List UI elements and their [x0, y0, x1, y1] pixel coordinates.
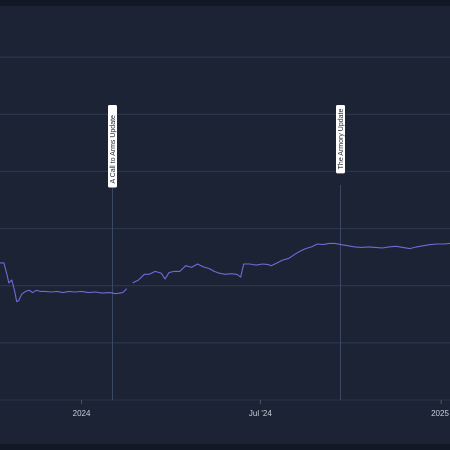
chart-bottom-border — [0, 444, 450, 450]
annotation-marker: The Armory Update — [336, 105, 345, 174]
annotation-label: The Armory Update — [338, 109, 345, 170]
annotation-label: A Call to Arms Update — [110, 115, 117, 184]
series-line — [0, 262, 128, 303]
annotation-label-box — [108, 105, 117, 188]
x-tick-label: 2024 — [73, 409, 91, 418]
series-layer — [0, 242, 450, 303]
x-tick-label: Jul '24 — [249, 409, 272, 418]
gridlines — [0, 56, 450, 401]
chart-top-border — [0, 0, 450, 6]
annotations: A Call to Arms Update The Armory Update — [108, 105, 345, 400]
annotation-marker: A Call to Arms Update — [108, 105, 117, 188]
x-axis: 2024 Jul '24 2025 — [73, 400, 449, 418]
x-tick-label: 2025 — [431, 409, 449, 418]
annotation-label-box — [336, 105, 345, 174]
series-line — [132, 242, 450, 284]
